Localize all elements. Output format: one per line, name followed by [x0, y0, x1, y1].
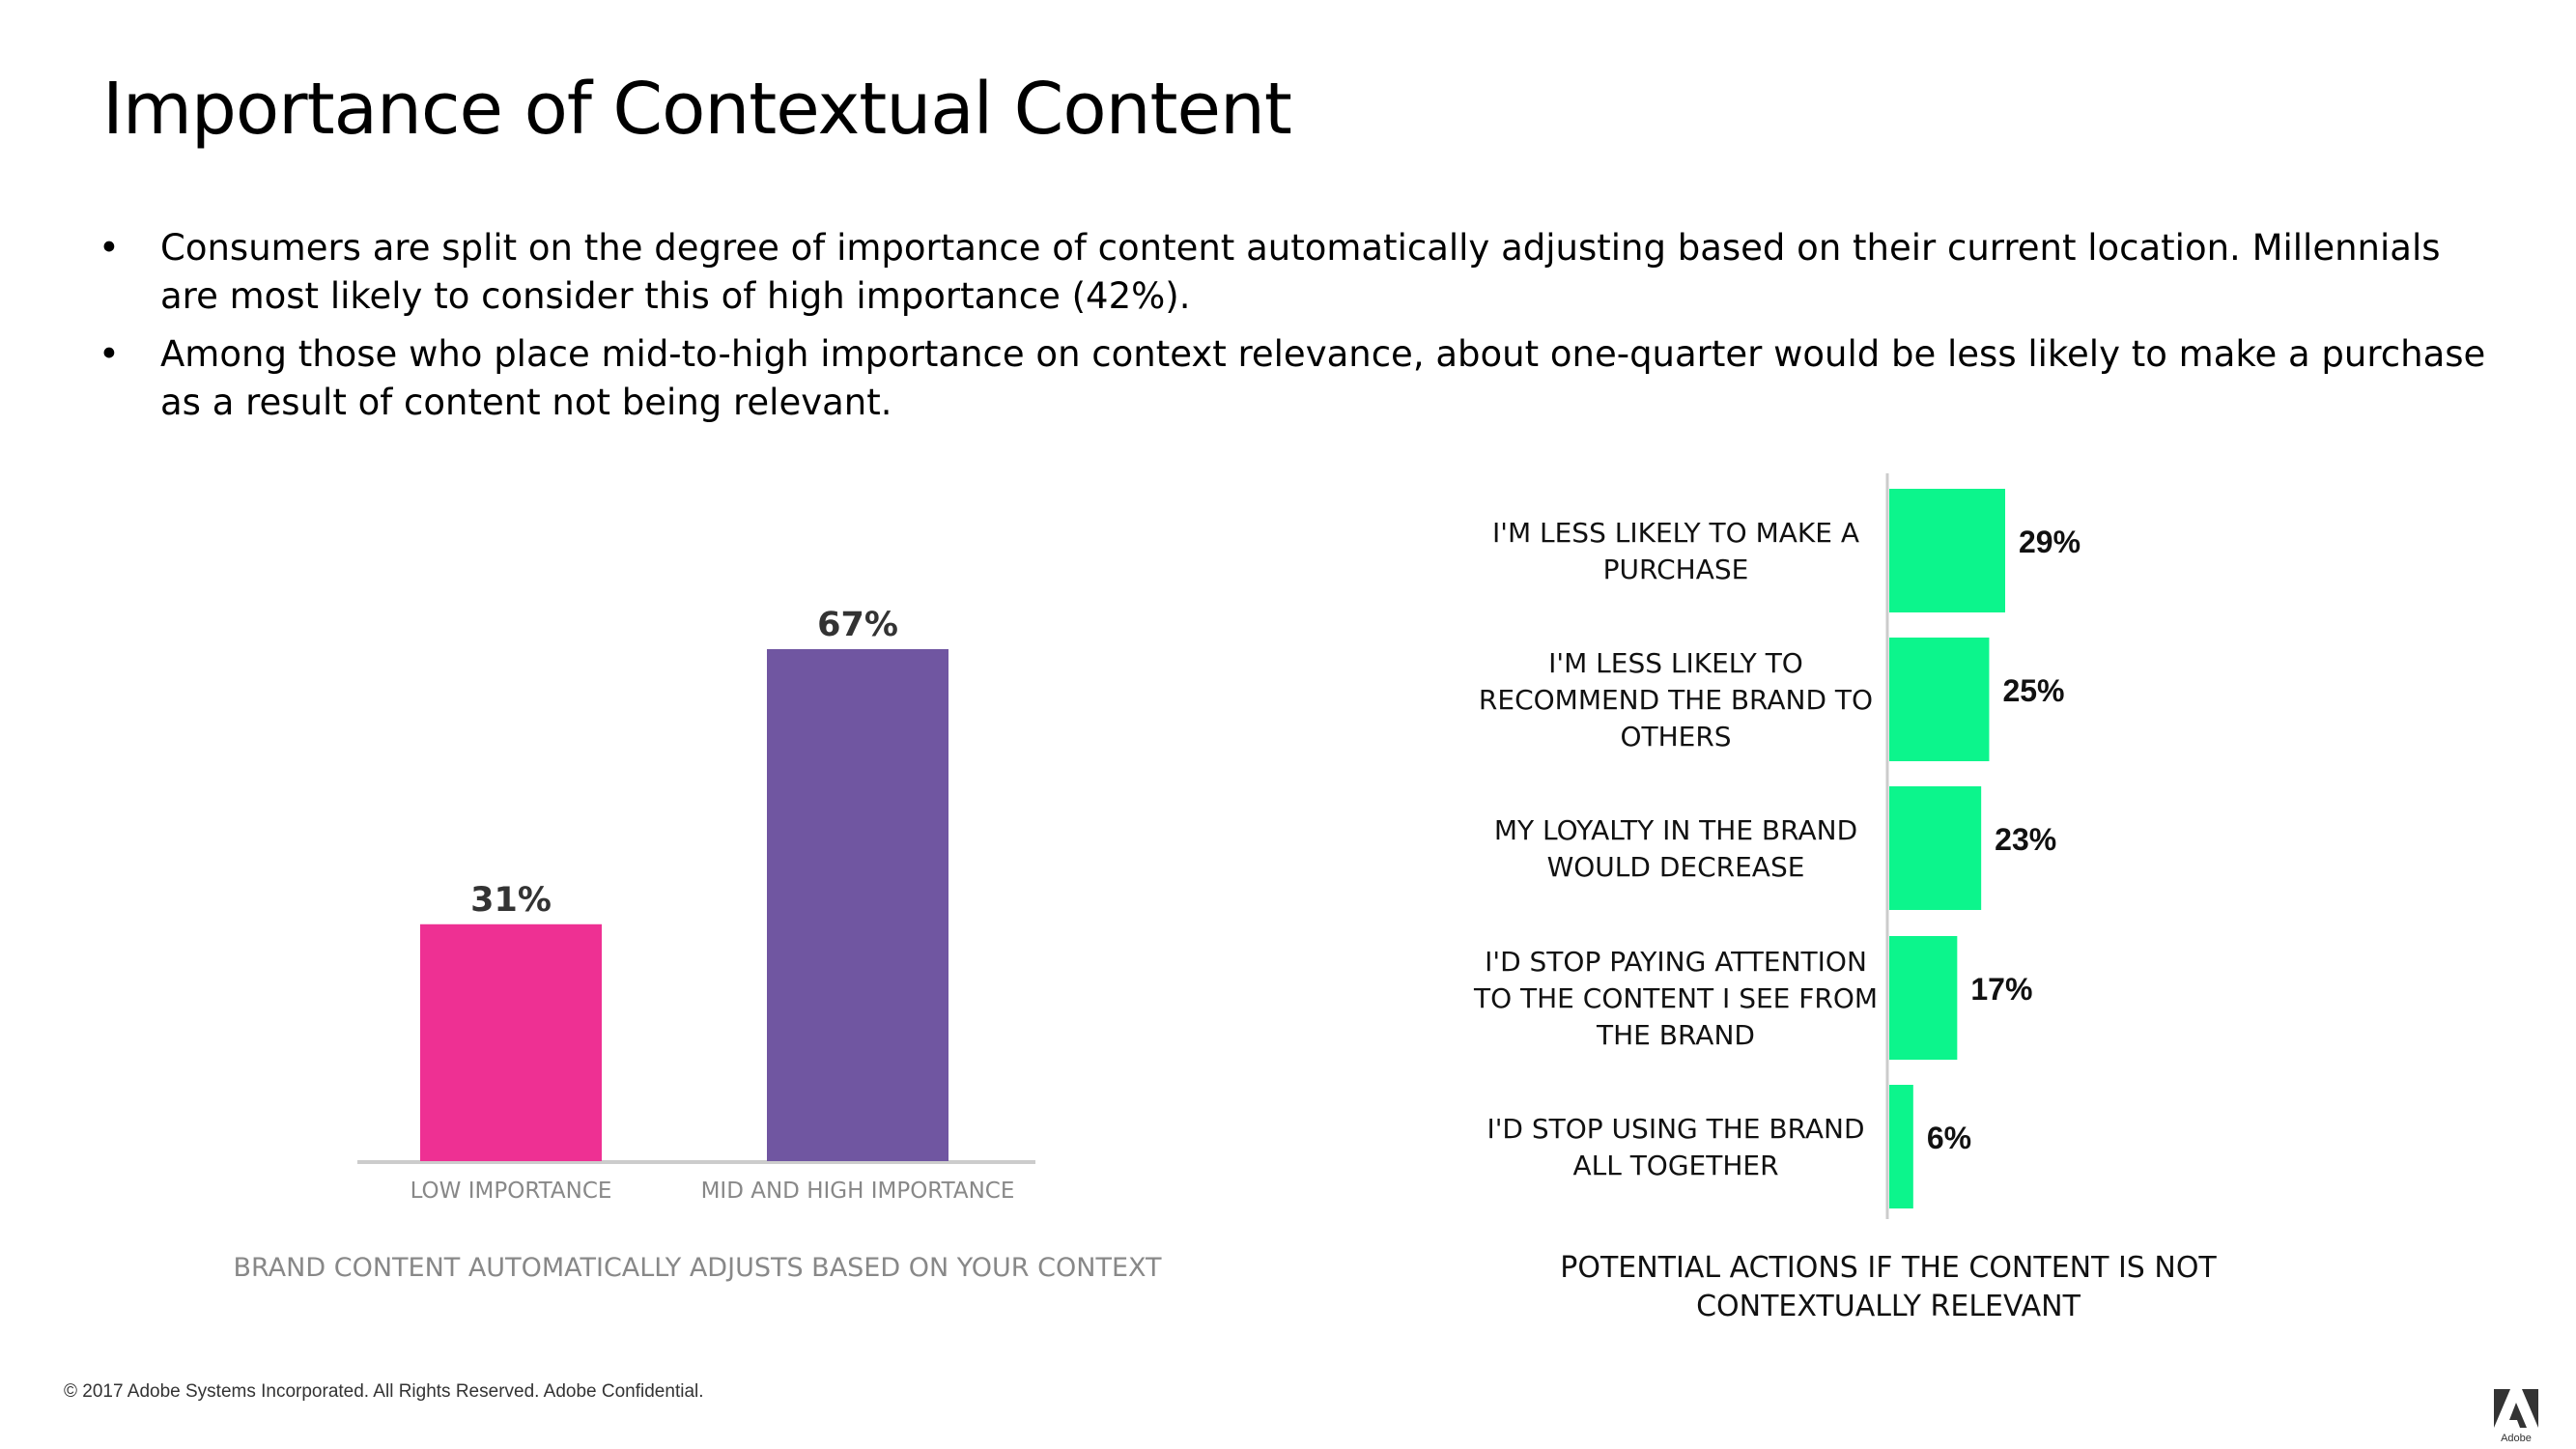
- category-label: I'M LESS LIKELY TO RECOMMEND THE BRAND TO…: [1479, 647, 1873, 753]
- bullet-text: Consumers are split on the degree of imp…: [160, 227, 2441, 317]
- adobe-logo-icon: Adobe: [2494, 1389, 2538, 1444]
- bar-0: [420, 923, 602, 1161]
- value-label: 67%: [817, 606, 898, 644]
- copyright-footer: © 2017 Adobe Systems Incorporated. All R…: [64, 1381, 704, 1402]
- value-label: 6%: [1927, 1121, 1971, 1155]
- bullet-list: • Consumers are split on the degree of im…: [93, 224, 2488, 437]
- bar-4: [1889, 1085, 1913, 1208]
- category-label: MY LOYALTY IN THE BRAND WOULD DECREASE: [1494, 814, 1857, 883]
- bullet-item: • Among those who place mid-to-high impor…: [99, 333, 2486, 423]
- bar-2: [1889, 786, 1982, 910]
- chart-title: BRAND CONTENT AUTOMATICALLY ADJUSTS BASE…: [233, 1253, 1162, 1283]
- value-label: 29%: [2019, 525, 2081, 559]
- category-label: MID AND HIGH IMPORTANCE: [701, 1179, 1015, 1204]
- value-label: 31%: [470, 881, 552, 920]
- value-label: 23%: [1995, 822, 2056, 857]
- bullet-item: • Consumers are split on the degree of im…: [99, 227, 2441, 317]
- page-title: Importance of Contextual Content: [102, 68, 1292, 151]
- bar-1: [767, 649, 948, 1161]
- category-label: I'M LESS LIKELY TO MAKE A PURCHASE: [1492, 517, 1859, 585]
- value-label: 25%: [2002, 673, 2064, 708]
- adobe-logo-text: Adobe: [2501, 1433, 2532, 1444]
- bar-1: [1889, 638, 1990, 761]
- bar-3: [1889, 936, 1958, 1060]
- category-label: LOW IMPORTANCE: [410, 1179, 612, 1204]
- category-label: I'D STOP PAYING ATTENTION TO THE CONTENT …: [1473, 946, 1878, 1051]
- chart-title: POTENTIAL ACTIONS IF THE CONTENT IS NOT C…: [1560, 1251, 2217, 1323]
- bullet-text: Among those who place mid-to-high import…: [160, 333, 2486, 423]
- category-label: I'D STOP USING THE BRAND ALL TOGETHER: [1486, 1113, 1864, 1181]
- bar-0: [1889, 489, 2005, 612]
- value-label: 17%: [1970, 972, 2032, 1007]
